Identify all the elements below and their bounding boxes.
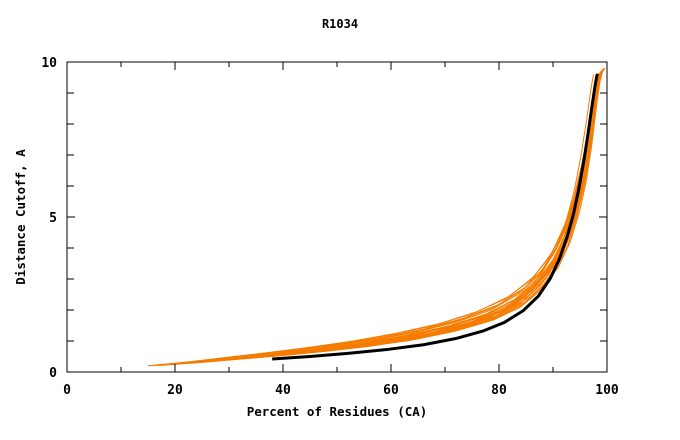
x-tick-label: 0 [63,383,71,398]
x-tick-label: 100 [595,383,619,398]
axes-layer: 0 20 40 60 80 100 0 5 10 [41,56,619,398]
series-line [183,70,604,363]
x-axis-ticks [66,62,608,372]
series-line [159,74,603,366]
y-axis-label: Distance Cutoff, A [13,149,28,285]
y-tick-label: 10 [41,56,57,71]
y-tick-label: 0 [49,366,57,381]
x-tick-label: 20 [167,383,183,398]
y-tick-label: 5 [49,211,57,226]
x-tick-label: 40 [275,383,291,398]
series-line [272,73,599,361]
series-line [215,68,606,360]
chart-title: R1034 [322,17,358,31]
y-axis-ticks [67,61,607,373]
x-axis-tick-labels: 0 20 40 60 80 100 [63,383,619,398]
series-layer [147,67,606,367]
x-tick-label: 60 [383,383,399,398]
x-tick-label: 80 [491,383,507,398]
y-axis-tick-labels: 0 5 10 [41,56,57,381]
x-axis-label: Percent of Residues (CA) [247,404,428,419]
